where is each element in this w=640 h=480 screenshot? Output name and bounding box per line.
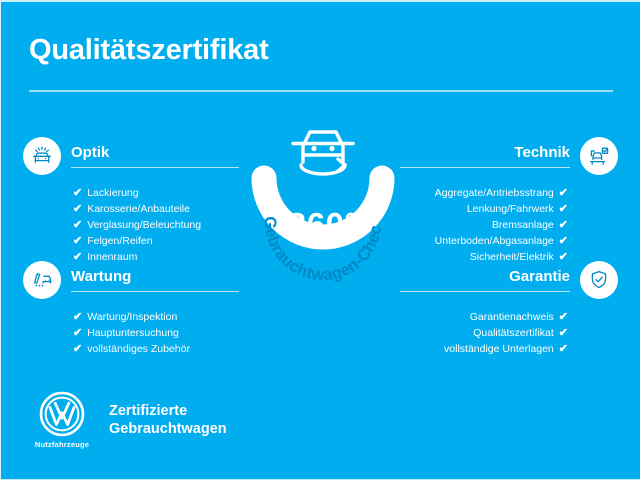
check-icon: ✔ xyxy=(73,235,83,247)
section-title: Wartung xyxy=(71,268,132,285)
check-icon: ✔ xyxy=(73,251,83,263)
ring-arc xyxy=(251,165,395,250)
list-item: Lenkung/Fahrwerk ✔ xyxy=(400,201,568,217)
car-360-icon xyxy=(291,130,355,176)
list-item-label: Innenraum xyxy=(87,251,138,263)
shield-check-icon xyxy=(580,261,618,299)
section-garantie: Garantie Garantienachweis ✔ Qualitätszert… xyxy=(400,260,618,357)
section-wartung: Wartung ✔ Wartung/Inspektion ✔ Hauptunters… xyxy=(23,260,239,357)
page-title: Qualitätszertifikat xyxy=(29,34,269,66)
list-item: Qualitätszertifikat ✔ xyxy=(400,325,568,341)
list-item-label: Hauptuntersuchung xyxy=(87,327,179,339)
checklist-wartung: ✔ Wartung/Inspektion ✔ Hauptuntersuchung ✔… xyxy=(23,309,239,357)
list-item-label: Karosserie/Anbauteile xyxy=(87,203,190,215)
section-technik: Technik Aggregate/Antriebsstrang ✔ Lenkun… xyxy=(400,136,618,265)
section-header: Wartung xyxy=(23,260,239,300)
check-icon: ✔ xyxy=(73,327,83,339)
section-divider xyxy=(400,291,570,292)
list-item: Sicherheit/Elektrik ✔ xyxy=(400,249,568,265)
list-item: ✔ Lackierung xyxy=(73,185,239,201)
vw-logo: Nutzfahrzeuge xyxy=(31,391,93,449)
section-optik: Optik ✔ Lackierung ✔ Karosserie/Anbauteile… xyxy=(23,136,239,265)
list-item-label: Qualitätszertifikat xyxy=(473,327,554,339)
list-item-label: Aggregate/Antriebsstrang xyxy=(434,187,554,199)
section-title: Garantie xyxy=(509,268,570,285)
title-divider xyxy=(29,90,613,92)
list-item: ✔ vollständiges Zubehör xyxy=(73,341,239,357)
list-item: ✔ Hauptuntersuchung xyxy=(73,325,239,341)
footer-line-1: Zertifizierte xyxy=(109,403,188,419)
check-icon: ✔ xyxy=(558,343,568,355)
list-item: Unterboden/Abgasanlage ✔ xyxy=(400,233,568,249)
section-divider xyxy=(71,291,239,292)
list-item-label: Sicherheit/Elektrik xyxy=(469,251,554,263)
check-icon: ✔ xyxy=(73,187,83,199)
list-item: ✔ Felgen/Reifen xyxy=(73,233,239,249)
badge-degrees: 360° xyxy=(287,206,359,243)
checklist-optik: ✔ Lackierung ✔ Karosserie/Anbauteile ✔ Verg… xyxy=(23,185,239,265)
list-item-label: Lackierung xyxy=(87,187,139,199)
check-icon: ✔ xyxy=(73,343,83,355)
list-item: Bremsanlage ✔ xyxy=(400,217,568,233)
check-icon: ✔ xyxy=(73,219,83,231)
section-header: Technik xyxy=(400,136,618,176)
list-item-label: Wartung/Inspektion xyxy=(87,311,178,323)
list-item-label: Verglasung/Beleuchtung xyxy=(87,219,202,231)
list-item-label: Garantienachweis xyxy=(469,311,554,323)
footer: Nutzfahrzeuge Zertifizierte Gebrauchtwag… xyxy=(31,391,227,449)
footer-text: Zertifizierte Gebrauchtwagen xyxy=(109,402,227,438)
section-header: Garantie xyxy=(400,260,618,300)
check-icon: ✔ xyxy=(558,327,568,339)
badge-360-gebrauchtwagen-check: Gebrauchtwagen-Check 360° xyxy=(241,114,405,300)
check-icon: ✔ xyxy=(558,203,568,215)
list-item: ✔ Verglasung/Beleuchtung xyxy=(73,217,239,233)
checklist-garantie: Garantienachweis ✔ Qualitätszertifikat ✔ v… xyxy=(400,309,618,357)
list-item: ✔ Karosserie/Anbauteile xyxy=(73,201,239,217)
wrench-car-icon xyxy=(23,261,61,299)
check-icon: ✔ xyxy=(558,251,568,263)
section-title: Technik xyxy=(514,144,570,161)
check-icon: ✔ xyxy=(73,203,83,215)
section-header: Optik xyxy=(23,136,239,176)
check-icon: ✔ xyxy=(558,235,568,247)
list-item: Garantienachweis ✔ xyxy=(400,309,568,325)
list-item-label: Felgen/Reifen xyxy=(87,235,153,247)
footer-line-2: Gebrauchtwagen xyxy=(109,421,227,437)
section-divider xyxy=(400,167,570,168)
list-item-label: vollständige Unterlagen xyxy=(444,343,554,355)
car-lift-check-icon xyxy=(580,137,618,175)
list-item: vollständige Unterlagen ✔ xyxy=(400,341,568,357)
vw-logo-subtitle: Nutzfahrzeuge xyxy=(34,440,90,449)
list-item-label: Unterboden/Abgasanlage xyxy=(434,235,554,247)
section-divider xyxy=(71,167,239,168)
list-item: ✔ Wartung/Inspektion xyxy=(73,309,239,325)
vw-roundel-icon xyxy=(39,391,85,437)
checklist-technik: Aggregate/Antriebsstrang ✔ Lenkung/Fahrwe… xyxy=(400,185,618,265)
section-title: Optik xyxy=(71,144,110,161)
check-icon: ✔ xyxy=(558,219,568,231)
list-item-label: Bremsanlage xyxy=(491,219,554,231)
check-icon: ✔ xyxy=(558,187,568,199)
list-item-label: Lenkung/Fahrwerk xyxy=(466,203,554,215)
list-item: ✔ Innenraum xyxy=(73,249,239,265)
list-item-label: vollständiges Zubehör xyxy=(87,343,190,355)
car-shine-icon xyxy=(23,137,61,175)
list-item: Aggregate/Antriebsstrang ✔ xyxy=(400,185,568,201)
check-icon: ✔ xyxy=(558,311,568,323)
check-icon: ✔ xyxy=(73,311,83,323)
